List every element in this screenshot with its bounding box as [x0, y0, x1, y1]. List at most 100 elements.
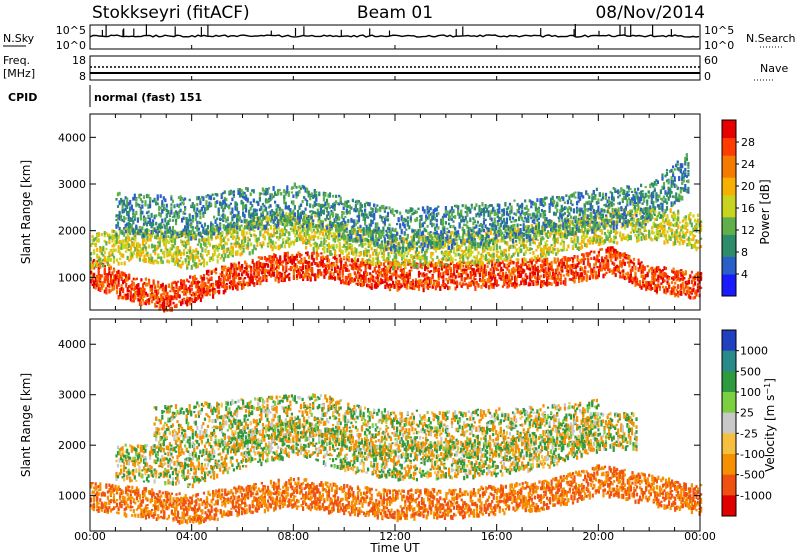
echo-cell: [163, 241, 166, 247]
echo-cell: [192, 233, 195, 237]
echo-cell: [269, 232, 273, 238]
echo-cell: [510, 244, 514, 247]
echo-cell: [410, 269, 413, 272]
echo-cell: [294, 239, 297, 243]
echo-cell: [347, 243, 350, 247]
echo-cell: [144, 291, 148, 296]
echo-cell: [244, 236, 247, 241]
echo-cell: [597, 250, 600, 254]
echo-cell: [176, 287, 180, 293]
echo-cell: [576, 262, 579, 268]
echo-cell: [634, 283, 637, 287]
echo-cell: [430, 280, 433, 285]
echo-cell: [96, 238, 99, 243]
echo-cell: [93, 238, 96, 242]
echo-cell: [477, 261, 480, 265]
echo-cell: [120, 284, 123, 287]
echo-cell: [655, 284, 658, 287]
echo-cell: [283, 233, 286, 237]
echo-cell: [184, 247, 187, 250]
echo-cell: [640, 285, 643, 290]
echo-cell: [363, 282, 366, 286]
echo-cell: [199, 291, 202, 296]
echo-cell: [448, 250, 451, 256]
echo-cell: [135, 277, 138, 281]
echo-cell: [664, 285, 668, 289]
echo-cell: [254, 238, 257, 243]
echo-cell: [526, 265, 529, 270]
echo-cell: [160, 230, 163, 235]
echo-cell: [457, 252, 460, 257]
echo-cell: [520, 273, 523, 278]
echo-cell: [250, 233, 253, 237]
echo-cell: [378, 237, 381, 240]
echo-cell: [472, 281, 475, 285]
echo-cell: [581, 267, 584, 271]
echo-cell: [283, 273, 286, 278]
echo-cell: [202, 277, 206, 281]
echo-cell: [594, 261, 597, 266]
echo-cell: [268, 255, 271, 260]
echo-cell: [286, 255, 289, 259]
echo-cell: [125, 278, 128, 282]
echo-cell: [689, 274, 692, 279]
echo-cell: [506, 277, 509, 282]
echo-cell: [408, 262, 411, 265]
echo-cell: [291, 266, 294, 269]
echo-cell: [358, 265, 361, 271]
echo-cell: [266, 231, 270, 236]
echo-cell: [475, 268, 478, 272]
echo-cell: [373, 266, 376, 272]
echo-cell: [305, 235, 308, 241]
echo-cell: [114, 248, 117, 251]
echo-cell: [442, 271, 445, 276]
echo-cell: [276, 274, 279, 279]
echo-cell: [285, 275, 288, 279]
echo-cell: [405, 282, 408, 287]
echo-cell: [170, 306, 173, 312]
echo-cell: [466, 248, 469, 254]
echo-cell: [157, 253, 160, 258]
echo-cell: [408, 259, 411, 263]
echo-cell: [428, 285, 431, 288]
echo-cell: [530, 257, 533, 261]
echo-cell: [507, 283, 511, 288]
echo-cell: [114, 241, 117, 246]
echo-cell: [253, 246, 256, 250]
echo-cell: [326, 269, 329, 275]
echo-cell: [419, 262, 422, 268]
echo-cell: [404, 273, 407, 277]
echo-cell: [597, 259, 600, 263]
echo-cell: [297, 260, 300, 264]
echo-cell: [114, 239, 117, 244]
echo-cell: [175, 286, 178, 289]
echo-cell: [112, 286, 116, 291]
echo-cell: [547, 281, 550, 286]
echo-cell: [233, 279, 236, 284]
echo-cell: [100, 250, 103, 256]
echo-cell: [288, 258, 291, 263]
echo-cell: [97, 286, 100, 292]
echo-cell: [424, 281, 427, 285]
echo-cell: [164, 237, 167, 241]
echo-cell: [465, 277, 468, 280]
echo-cell: [257, 261, 260, 267]
echo-cell: [532, 273, 535, 277]
echo-cell: [576, 255, 579, 259]
echo-cell: [157, 295, 160, 301]
echo-cell: [488, 285, 491, 290]
echo-cell: [614, 253, 617, 258]
echo-cell: [427, 231, 430, 236]
echo-cell: [183, 249, 186, 254]
echo-cell: [489, 280, 492, 283]
echo-cell: [567, 244, 570, 249]
echo-cell: [364, 271, 367, 275]
nsky-tick-top: 10^5: [56, 24, 86, 37]
echo-cell: [144, 301, 148, 306]
echo-cell: [332, 232, 335, 237]
echo-cell: [358, 244, 361, 247]
echo-cell: [446, 273, 450, 276]
echo-cell: [97, 263, 100, 266]
echo-cell: [359, 283, 363, 287]
echo-cell: [652, 279, 655, 283]
